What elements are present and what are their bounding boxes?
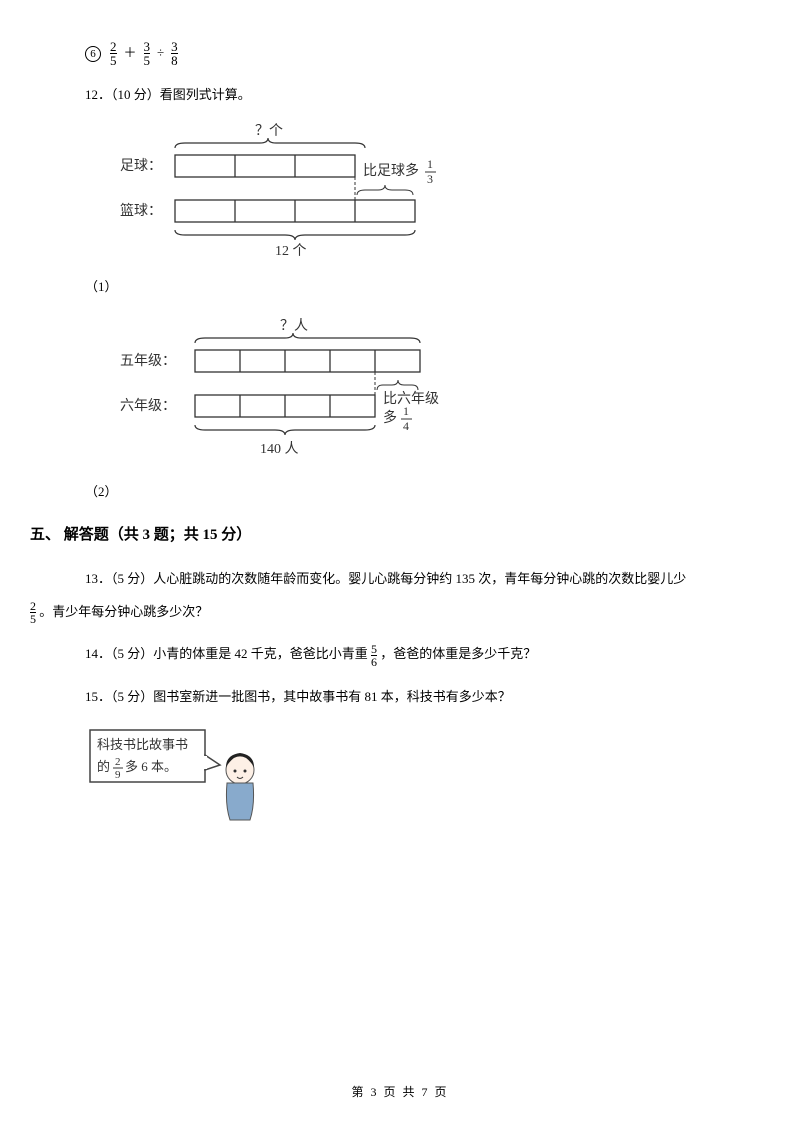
speech-line1: 科技书比故事书 bbox=[97, 737, 188, 752]
d2-row2-label: 六年级： bbox=[120, 398, 176, 414]
frac-3-8: 3 8 bbox=[171, 40, 178, 67]
svg-text:1: 1 bbox=[427, 157, 433, 171]
page-footer: 第 3 页 共 7 页 bbox=[0, 1083, 800, 1102]
svg-text:2: 2 bbox=[115, 756, 121, 768]
op-div: ÷ bbox=[157, 43, 164, 64]
svg-text:3: 3 bbox=[427, 172, 433, 186]
frac-2-5: 2 5 bbox=[110, 40, 117, 67]
svg-text:4: 4 bbox=[403, 419, 409, 433]
q13-line1: 13．（5 分）人心脏跳动的次数随年龄而变化。婴儿心跳每分钟约 135 次，青年… bbox=[85, 571, 686, 586]
d1-top-label: ？个 bbox=[255, 123, 283, 139]
d2-side-text1: 比六年级 bbox=[383, 391, 439, 407]
diagram-1-svg: ？个 足球： 篮球： 比足球多 1 3 12 个 bbox=[120, 120, 460, 260]
q13: 13．（5 分）人心脏跳动的次数随年龄而变化。婴儿心跳每分钟约 135 次，青年… bbox=[85, 565, 770, 594]
q15: 15．（5 分）图书室新进一批图书，其中故事书有 81 本，科技书有多少本？ bbox=[85, 683, 770, 712]
q14-frac: 5 6 bbox=[371, 643, 377, 668]
d1-bottom-label: 12 个 bbox=[275, 243, 307, 259]
svg-text:1: 1 bbox=[403, 404, 409, 418]
d2-bottom-label: 140 人 bbox=[260, 441, 299, 457]
d2-top-label: ？人 bbox=[280, 318, 308, 334]
q13-line2: 。青少年每分钟心跳多少次？ bbox=[39, 604, 208, 619]
circled-6: 6 bbox=[85, 46, 101, 62]
diagram-1: ？个 足球： 篮球： 比足球多 1 3 12 个 bbox=[120, 120, 770, 267]
q12-text: 12．（10 分）看图列式计算。 bbox=[85, 85, 770, 106]
speech-line2a: 的 bbox=[97, 759, 110, 774]
d2-row1-label: 五年级： bbox=[120, 353, 176, 369]
q13-cont: 2 5 。青少年每分钟心跳多少次？ bbox=[30, 598, 770, 627]
op-plus: ＋ bbox=[124, 43, 137, 64]
svg-text:9: 9 bbox=[115, 769, 121, 781]
speech-line2b: 多 6 本。 bbox=[125, 759, 177, 774]
d1-row2-label: 篮球： bbox=[120, 203, 162, 219]
frac-3-5: 3 5 bbox=[144, 40, 151, 67]
diagram-2-svg: ？人 五年级： 六年级： 比六年级 多 1 4 140 人 bbox=[120, 315, 480, 465]
diagram-2: ？人 五年级： 六年级： 比六年级 多 1 4 140 人 bbox=[120, 315, 770, 472]
speech-bubble-image: 科技书比故事书 的 2 9 多 6 本。 bbox=[85, 725, 770, 832]
q14: 14．（5 分）小青的体重是 42 千克，爸爸比小青重 5 6 ，爸爸的体重是多… bbox=[85, 640, 770, 669]
q12-sub2: （2） bbox=[85, 482, 770, 503]
q14-after: ，爸爸的体重是多少千克？ bbox=[380, 646, 536, 661]
section-5-header: 五、 解答题（共 3 题；共 15 分） bbox=[30, 523, 770, 547]
q13-frac: 2 5 bbox=[30, 600, 36, 625]
d2-side-text2: 多 bbox=[383, 409, 397, 426]
d1-side-text: 比足球多 bbox=[363, 162, 419, 179]
d1-row1-label: 足球： bbox=[120, 158, 162, 174]
problem-6: 6 2 5 ＋ 3 5 ÷ 3 8 bbox=[85, 40, 770, 67]
q14-before: 14．（5 分）小青的体重是 42 千克，爸爸比小青重 bbox=[85, 646, 371, 661]
q12-sub1: （1） bbox=[85, 277, 770, 298]
